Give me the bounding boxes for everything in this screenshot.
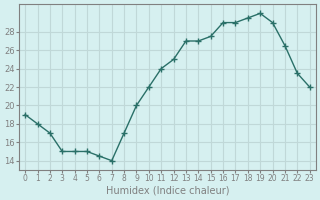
- X-axis label: Humidex (Indice chaleur): Humidex (Indice chaleur): [106, 186, 229, 196]
